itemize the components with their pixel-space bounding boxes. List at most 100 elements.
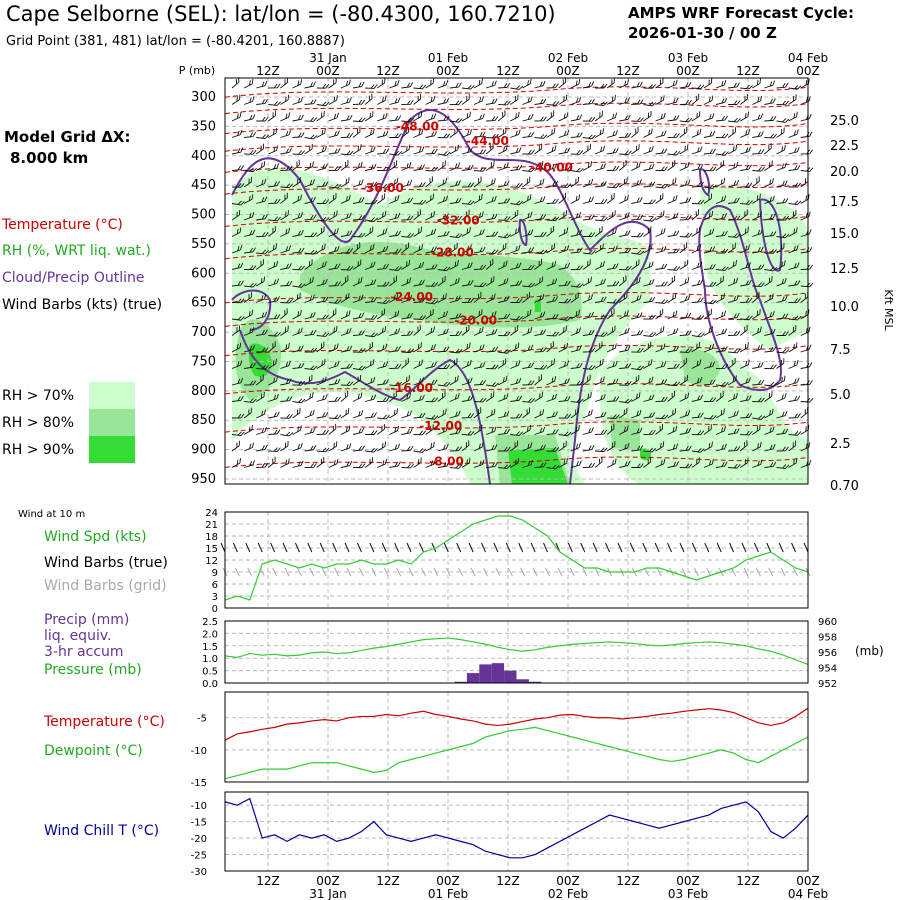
wind-barb xyxy=(510,342,520,353)
wind-barb xyxy=(401,392,412,402)
wind-barb xyxy=(292,212,303,221)
wind-barb xyxy=(401,100,414,105)
wind-barb xyxy=(619,79,629,89)
wind-barb xyxy=(498,233,511,239)
wind-barb xyxy=(752,441,762,452)
wind-barb xyxy=(268,83,281,89)
wind-barb xyxy=(631,232,644,238)
wind-barb xyxy=(268,358,277,369)
wind-barb xyxy=(510,431,523,436)
wind-barb xyxy=(715,426,726,435)
wind-barb xyxy=(655,343,666,353)
wind-barb xyxy=(776,393,787,402)
wind-barb xyxy=(776,198,789,204)
wind-barb xyxy=(594,314,608,320)
wind-barb-true-1 xyxy=(232,542,238,553)
wind-barb xyxy=(546,163,558,171)
top-hour-tick-8: 12Z xyxy=(736,64,760,78)
wind-barb xyxy=(776,260,786,270)
wind-barb xyxy=(727,179,740,188)
wind-barb xyxy=(631,250,645,255)
wind-barb xyxy=(618,275,627,287)
wind-barb xyxy=(691,457,700,468)
wind-barb xyxy=(510,182,523,188)
wind-barb xyxy=(292,309,302,320)
precip-ytick-3: 1.5 xyxy=(202,642,218,653)
wind-barb xyxy=(534,347,547,353)
precip-ytick-0: 0.0 xyxy=(202,679,218,690)
wind-barb xyxy=(667,115,680,122)
wind-barb xyxy=(498,82,511,89)
wind-barb xyxy=(594,181,607,188)
wind-ytick-3: 9 xyxy=(212,568,218,579)
wind-barb xyxy=(328,77,337,89)
wind-barb xyxy=(619,310,629,320)
wind-barb xyxy=(231,94,241,105)
wind-barb xyxy=(522,149,535,155)
xsec-wind-barbs xyxy=(231,77,814,470)
wind-barb xyxy=(340,275,349,287)
wind-barb xyxy=(691,315,705,320)
wind-barb xyxy=(340,381,354,386)
wind-barb xyxy=(703,166,717,172)
legend-wind-barbs-grid: Wind Barbs (grid) xyxy=(44,578,167,594)
wind-barb xyxy=(764,115,777,122)
wind-barb xyxy=(619,345,631,353)
wind-barb xyxy=(340,97,352,105)
wind-barb xyxy=(316,110,325,122)
wind-speed-line xyxy=(224,515,809,601)
wind-barb xyxy=(328,343,339,353)
wind-barb xyxy=(280,227,291,237)
wind-barb xyxy=(268,393,279,402)
wind-barb xyxy=(256,409,266,419)
wind-barb xyxy=(752,361,764,369)
chill-ytick-2: -20 xyxy=(191,834,207,845)
wind-barb xyxy=(679,463,693,469)
wind-barb xyxy=(365,447,378,453)
wind-barb xyxy=(389,133,402,138)
wind-barb xyxy=(389,266,402,271)
wind-barb xyxy=(389,160,398,171)
wind-barb xyxy=(340,248,354,254)
wind-barb xyxy=(728,233,741,238)
wind-barb xyxy=(510,440,518,452)
wind-barb xyxy=(352,161,363,171)
wind-barb xyxy=(352,427,365,435)
wind-barb xyxy=(268,296,280,303)
wind-barb xyxy=(522,131,535,138)
precip-frame xyxy=(224,620,809,684)
wind-barb xyxy=(655,130,667,138)
wind-barb xyxy=(449,348,463,354)
wind-barb xyxy=(473,149,487,155)
wind-barb xyxy=(716,248,729,254)
wind-barb xyxy=(727,295,739,303)
wind-barb xyxy=(340,159,349,171)
wind-barb xyxy=(691,181,704,188)
wind-barb xyxy=(510,457,520,468)
wind-barb xyxy=(425,282,439,287)
wind-barb xyxy=(461,413,475,419)
wind-barb xyxy=(679,410,691,419)
wind-barb xyxy=(449,446,463,452)
wind-barb-grid-7 xyxy=(309,567,315,577)
wind-barb xyxy=(594,243,604,254)
wind-barb xyxy=(679,232,693,238)
wind-barb xyxy=(570,79,581,89)
wind-barb xyxy=(619,97,630,105)
wind-barb xyxy=(292,177,301,188)
forecast-cycle-value: 2026-01-30 / 00 Z xyxy=(628,24,777,42)
wind-barb xyxy=(256,116,269,122)
wind-barb xyxy=(703,95,714,105)
bottom-hour-tick-1: 00Z xyxy=(316,874,340,888)
wind-barb xyxy=(256,427,267,435)
wind-barb xyxy=(764,195,775,204)
wind-barb xyxy=(594,145,606,155)
wind-barb xyxy=(413,209,421,221)
wind-barb xyxy=(425,459,436,468)
wind-barb xyxy=(558,342,569,353)
wind-barb xyxy=(667,79,678,89)
wind-barb xyxy=(413,244,424,254)
wind-barb-grid-39 xyxy=(706,567,712,577)
wind-barb xyxy=(534,374,542,386)
wind-barb-grid-44 xyxy=(768,567,774,577)
